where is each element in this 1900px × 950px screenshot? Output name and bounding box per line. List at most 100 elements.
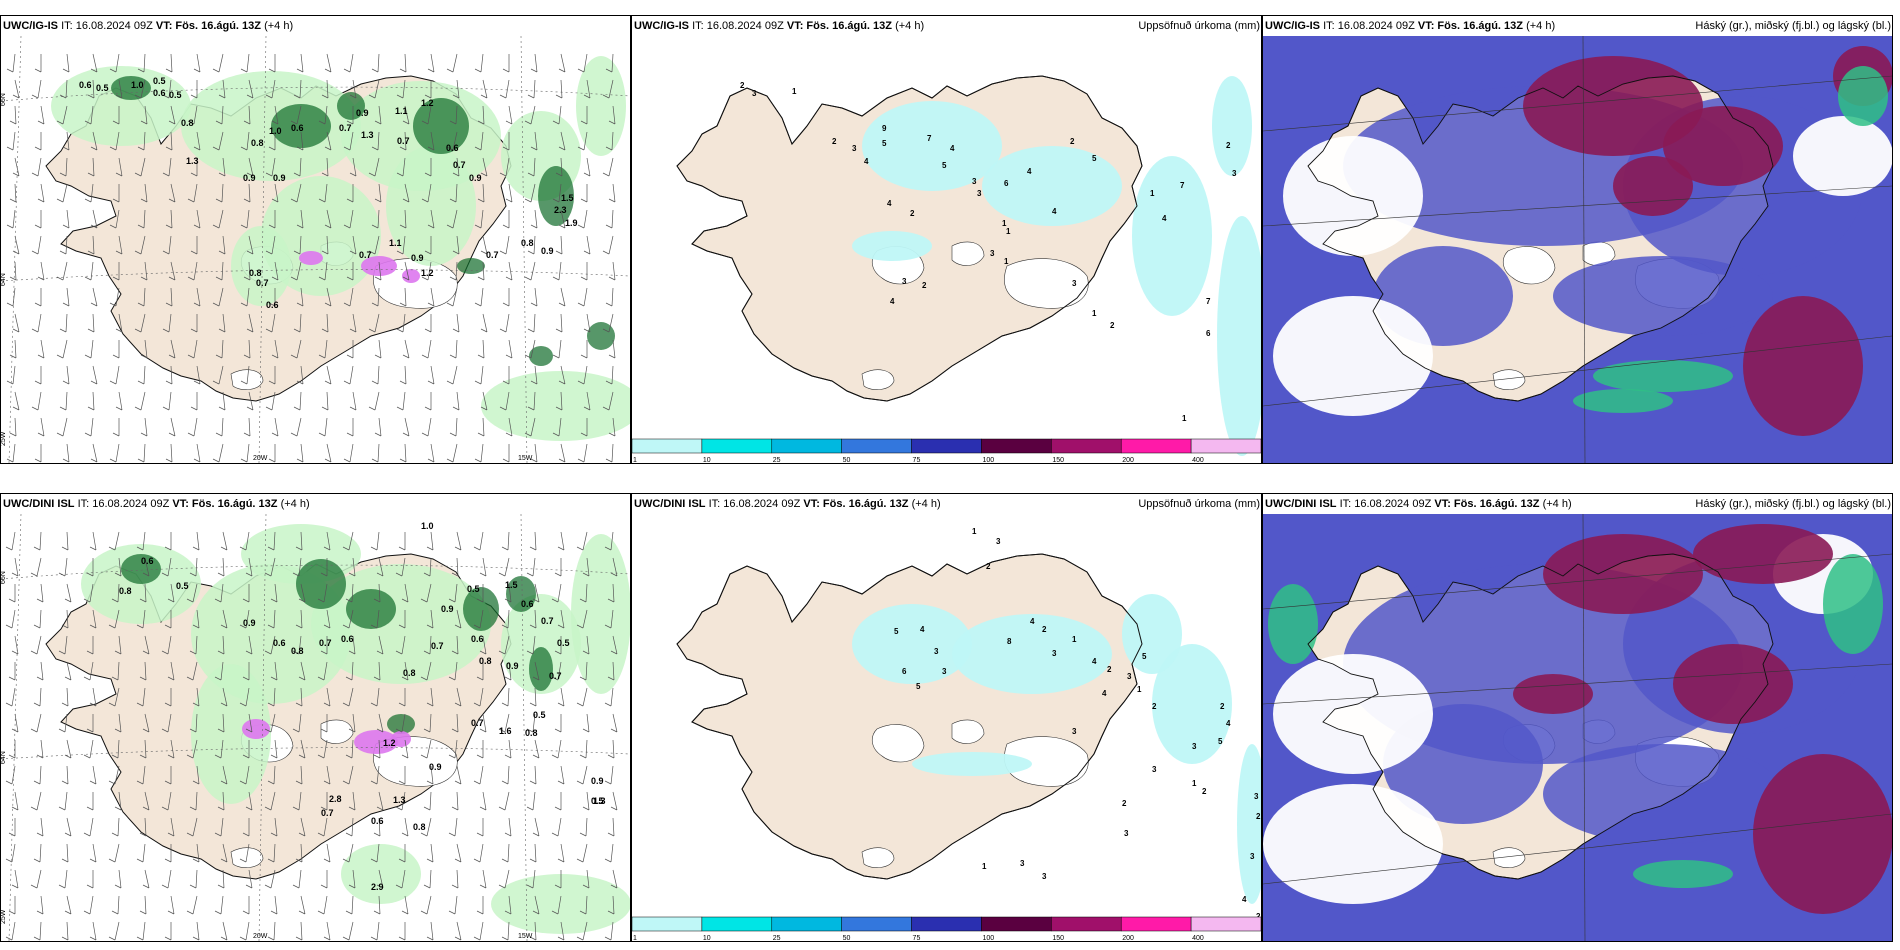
wind-barb: [292, 869, 302, 889]
low-cloud-area: [1838, 66, 1888, 126]
wind-barb: [239, 531, 250, 551]
wind-barb: [452, 79, 460, 99]
wind-barb: [293, 235, 302, 255]
wind-barb: [604, 609, 614, 629]
wind-barb: [142, 791, 150, 811]
accum-value: 2: [740, 81, 745, 90]
wind-barb: [215, 183, 224, 203]
wind-barb: [324, 287, 332, 307]
wind-barb: [246, 79, 254, 99]
wind-barb: [451, 713, 459, 733]
wind-barb: [34, 288, 42, 307]
wind-barb: [34, 54, 42, 73]
wind-barb: [9, 183, 17, 203]
precip-value: 0.7: [359, 250, 372, 260]
colorbar-tick: 1: [633, 935, 637, 941]
wind-barb: [218, 313, 226, 333]
wind-barb: [114, 557, 122, 577]
accum-value: 3: [1042, 872, 1047, 881]
wind-barb: [577, 209, 588, 229]
wind-barb: [473, 843, 484, 863]
wind-barb: [349, 235, 357, 255]
wind-barb: [526, 635, 536, 655]
lon-line: [520, 36, 528, 463]
wind-barb: [370, 609, 380, 629]
precip-value: 1.3: [361, 130, 374, 140]
wind-barb: [343, 131, 354, 151]
wind-barb: [161, 713, 172, 733]
clear-sky-area: [1793, 116, 1892, 196]
wind-barb: [604, 687, 614, 707]
wind-barb: [267, 609, 276, 629]
light-precip-area: [341, 844, 421, 904]
precip-value: 0.7: [321, 808, 334, 818]
wind-barb: [376, 791, 384, 811]
wind-barb: [240, 287, 250, 307]
wind-barb: [371, 443, 380, 463]
wind-barb: [190, 236, 198, 255]
wind-barb: [246, 313, 254, 333]
wind-barb: [112, 340, 120, 359]
wind-barb: [604, 843, 614, 863]
wind-barb: [134, 391, 146, 411]
wind-barb: [368, 79, 380, 99]
wind-barb: [140, 183, 148, 203]
map-precip-wind: 66N 64N 25W 20W 15W 1.0 0.6 0.8 0.5 0.9 0.6 0.8 0.7 0…: [1, 514, 630, 941]
wind-barb: [9, 261, 17, 281]
accum-value: 3: [972, 177, 977, 186]
wind-barb: [346, 262, 354, 281]
wind-barb: [162, 313, 172, 333]
heavy-precip-area: [506, 576, 536, 612]
wind-barb: [373, 583, 381, 603]
wind-barb: [532, 661, 540, 681]
wind-barb: [134, 157, 146, 177]
accum-value: 3: [1072, 727, 1077, 736]
wind-barb: [267, 531, 276, 551]
wind-barb: [396, 313, 406, 333]
wind-barb: [298, 895, 306, 915]
wind-barb: [402, 417, 410, 437]
wind-barb: [580, 340, 588, 359]
wind-barb: [187, 339, 198, 359]
accum-precip-area: [1132, 156, 1212, 316]
wind-barb: [37, 261, 45, 281]
wind-barb: [527, 157, 536, 177]
low-cloud-area: [1633, 860, 1733, 888]
wind-barb: [268, 210, 276, 229]
wind-barb: [368, 313, 380, 333]
wind-barb: [583, 79, 591, 99]
precip-value: 0.7: [541, 616, 554, 626]
wind-barb: [608, 105, 616, 125]
wind-barb: [165, 365, 173, 385]
wind-barb: [33, 609, 42, 629]
accum-value: 3: [1254, 792, 1259, 801]
precip-value: 0.8: [291, 646, 304, 656]
precip-value: 0.7: [319, 638, 332, 648]
wind-barb: [212, 287, 224, 307]
wind-barb: [64, 583, 72, 603]
wind-barb: [83, 739, 94, 759]
wind-barb: [318, 183, 328, 203]
wind-barb: [532, 739, 540, 759]
wind-barb: [607, 817, 615, 837]
wind-barb: [140, 339, 148, 359]
wind-barb: [342, 843, 354, 863]
precip-value: 0.8: [525, 728, 538, 738]
colorbar-swatch: [841, 916, 912, 932]
wind-barb: [134, 313, 146, 333]
accum-value: 5: [1092, 154, 1097, 163]
wind-barb: [501, 765, 510, 785]
colorbar-tick: 10: [703, 935, 711, 941]
colorbar-swatch: [701, 438, 773, 454]
low-cloud-area: [1573, 389, 1673, 413]
precip-value: 0.5: [153, 76, 166, 86]
wind-barb: [268, 132, 276, 151]
wind-barb: [608, 183, 616, 203]
precip-value: 1.0: [269, 126, 282, 136]
precip-value: 0.6: [79, 80, 92, 90]
wind-barb: [423, 713, 432, 733]
accum-value: 4: [890, 297, 895, 306]
wind-barb: [449, 183, 458, 203]
graticule: [1, 514, 630, 941]
lon-line: [258, 36, 267, 463]
